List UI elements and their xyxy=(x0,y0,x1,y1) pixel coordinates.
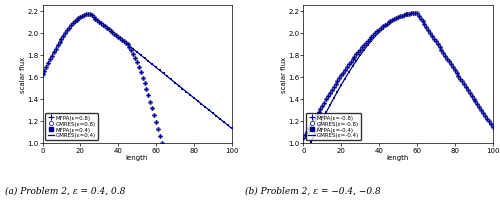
Text: (a) Problem 2, ε = 0.4, 0.8: (a) Problem 2, ε = 0.4, 0.8 xyxy=(5,186,125,195)
Legend: MFPA(ε=-0.8), GMRES(ε=-0.8), MFPA(ε=-0.4), GMRES(ε=-0.4): MFPA(ε=-0.8), GMRES(ε=-0.8), MFPA(ε=-0.4… xyxy=(306,113,361,140)
Legend: MFPA(ε=0.8), GMRES(ε=0.8), MFPA(ε=0.4), GMRES(ε=0.4): MFPA(ε=0.8), GMRES(ε=0.8), MFPA(ε=0.4), … xyxy=(46,113,98,140)
Y-axis label: scalar flux: scalar flux xyxy=(280,57,286,92)
Y-axis label: scalar flux: scalar flux xyxy=(20,57,26,92)
Text: (b) Problem 2, ε = −0.4, −0.8: (b) Problem 2, ε = −0.4, −0.8 xyxy=(244,186,380,195)
X-axis label: length: length xyxy=(387,154,409,160)
X-axis label: length: length xyxy=(126,154,148,160)
